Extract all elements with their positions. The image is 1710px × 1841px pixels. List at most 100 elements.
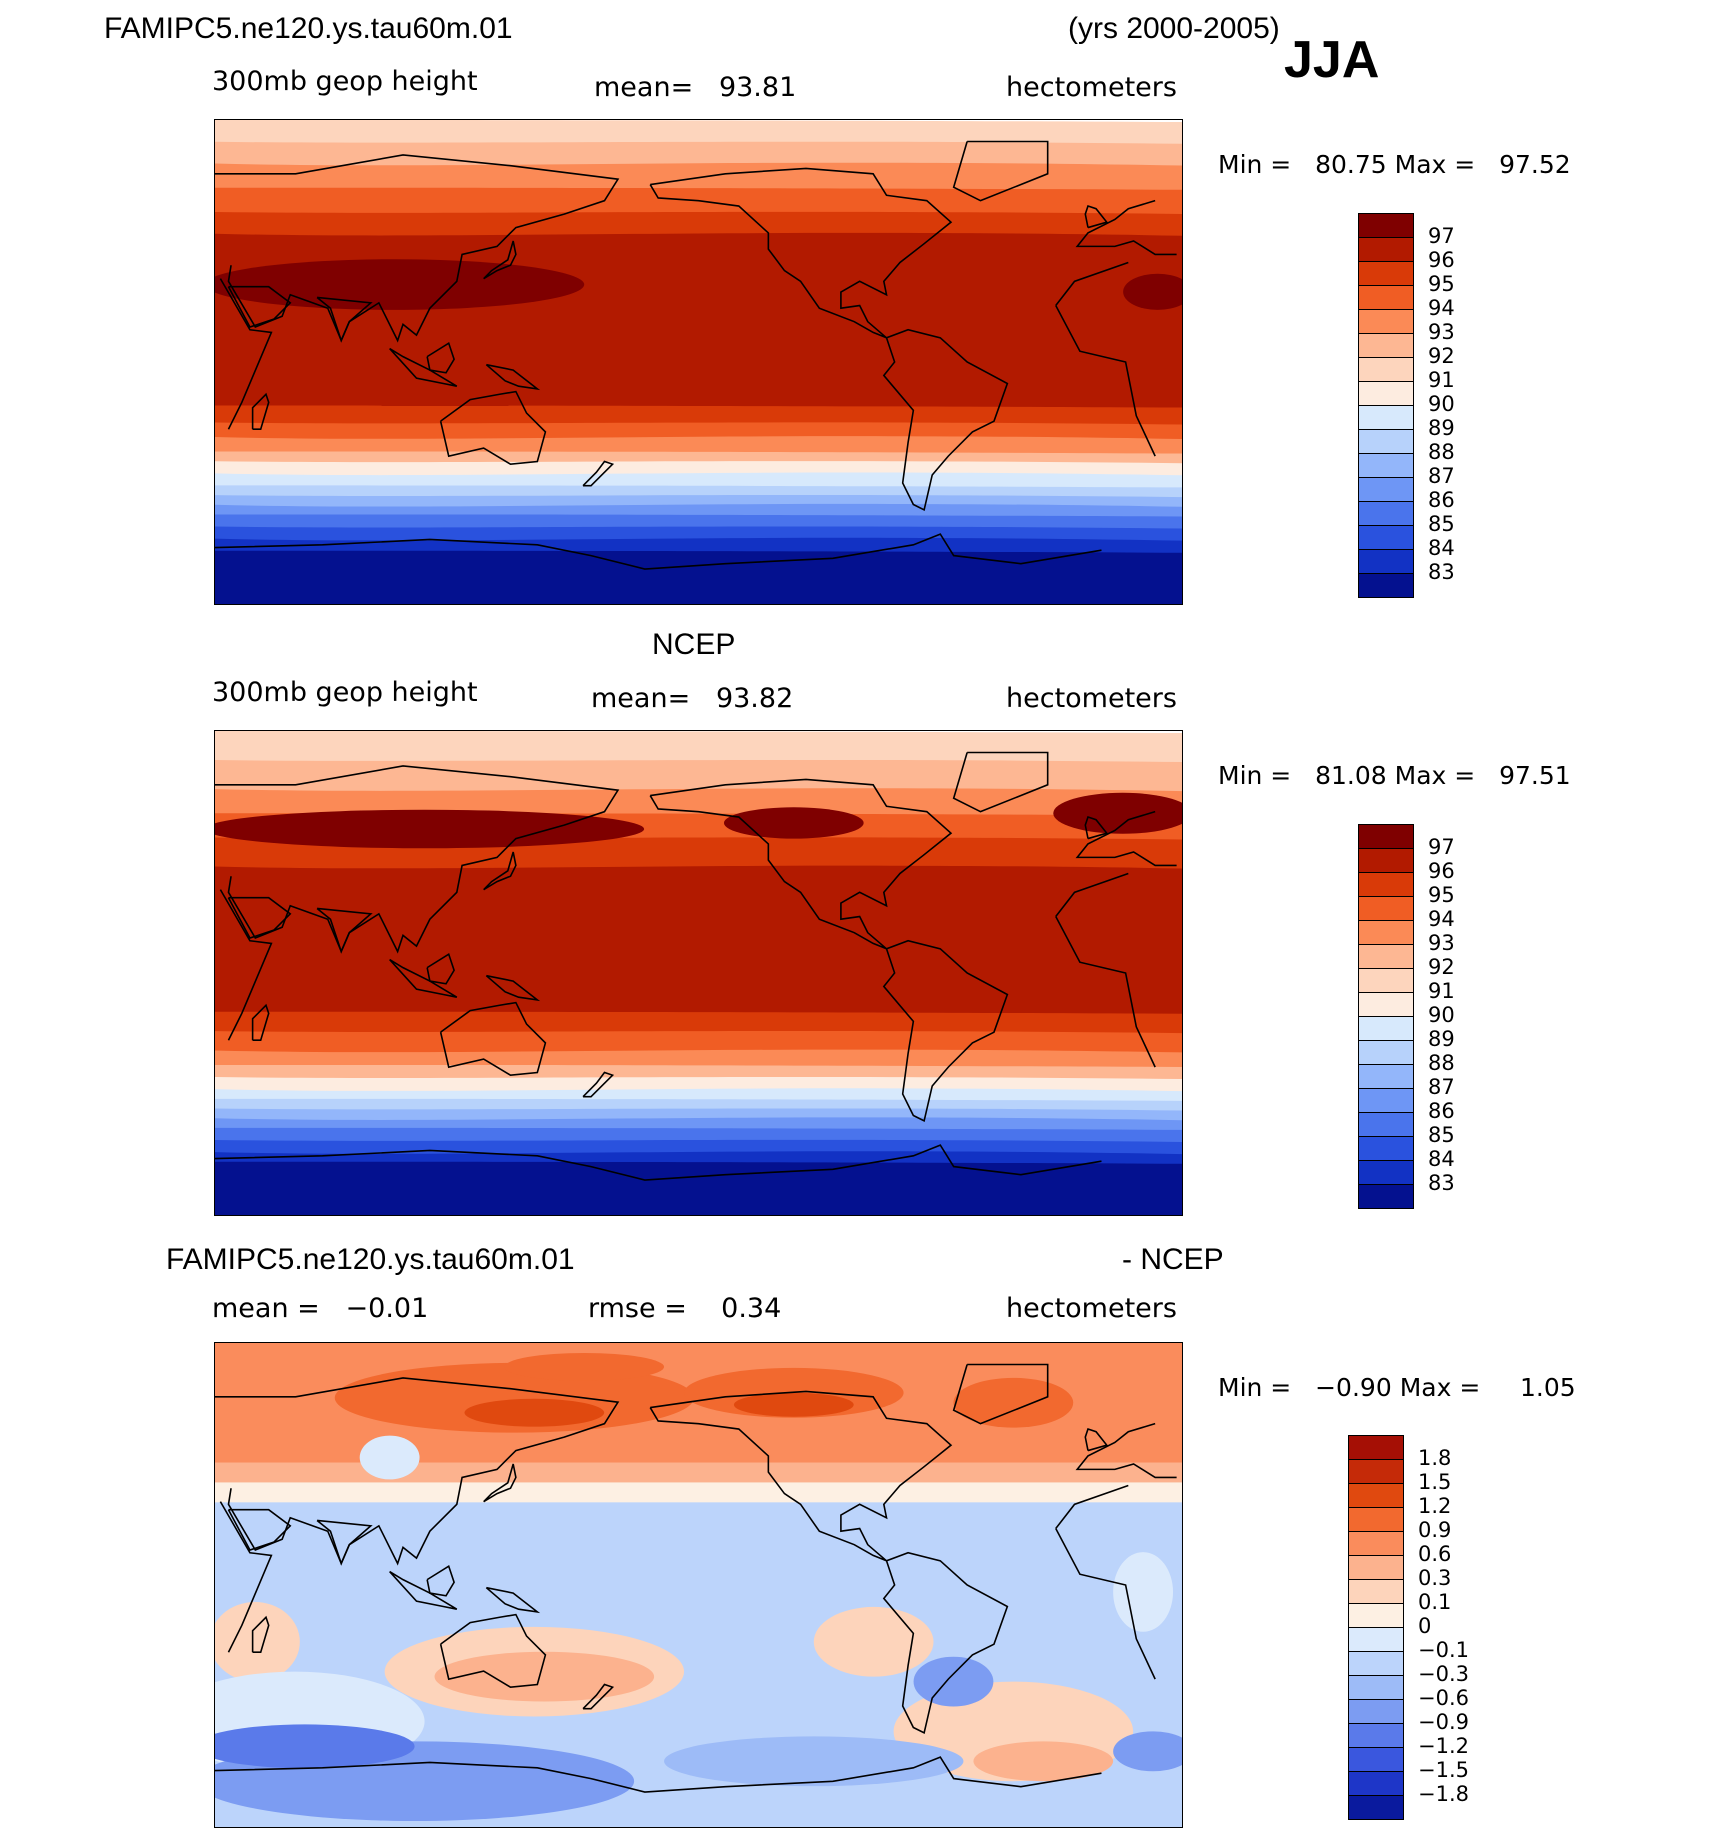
colorbar-level-label: −0.9	[1418, 1710, 1469, 1734]
panel3-max-value: 1.05	[1520, 1373, 1576, 1402]
panel1-max-value: 97.52	[1499, 150, 1571, 179]
colorbar-level-label: 1.8	[1418, 1446, 1452, 1470]
colorbar-swatch	[1358, 1112, 1414, 1137]
coastline	[215, 1756, 1102, 1793]
colorbar-swatch	[1358, 285, 1414, 310]
coastline	[219, 261, 1156, 457]
coastline	[649, 167, 953, 339]
coastline	[483, 1463, 517, 1503]
coastline	[215, 765, 1177, 954]
colorbar-swatch	[1358, 477, 1414, 502]
coastline	[389, 1570, 458, 1610]
colorbar-level-label: −1.8	[1418, 1782, 1469, 1806]
colorbar-level-label: 85	[1428, 512, 1455, 536]
coastline	[227, 896, 292, 940]
coastline	[316, 296, 373, 343]
colorbar-swatch	[1348, 1651, 1404, 1676]
coastline	[215, 1377, 1177, 1566]
coastline	[389, 347, 458, 387]
colorbar-level-label: 83	[1428, 1171, 1455, 1195]
diff-anomaly	[1113, 1731, 1182, 1772]
colorbar-level-label: 84	[1428, 1147, 1455, 1171]
panel3-units: hectometers	[1006, 1293, 1177, 1324]
field-band	[215, 187, 1182, 216]
years-label: (yrs 2000-2005)	[1068, 12, 1280, 45]
colorbar-level-label: 87	[1428, 464, 1455, 488]
panel2-variable: 300mb geop height	[212, 677, 478, 708]
panel1-mean: mean= 93.81	[594, 72, 796, 103]
coastline	[227, 285, 292, 329]
panel1-minmax: Min = 80.75 Max = 97.52	[1218, 150, 1571, 179]
colorbar-swatch	[1358, 237, 1414, 262]
colorbar-level-label: 91	[1428, 979, 1455, 1003]
colorbar-level-label: 1.5	[1418, 1470, 1452, 1494]
diff-anomaly	[504, 1352, 665, 1381]
colorbar-swatch	[1358, 1088, 1414, 1113]
colorbar-swatch	[1358, 1016, 1414, 1041]
colorbar-swatch	[1348, 1675, 1404, 1700]
colorbar-level-label: −0.6	[1418, 1686, 1469, 1710]
coastline	[952, 1363, 1049, 1425]
panel3-max-label: Max =	[1399, 1373, 1481, 1402]
colorbar-swatch	[1358, 1136, 1414, 1161]
coastline	[439, 1001, 547, 1076]
colorbar-swatch	[1358, 525, 1414, 550]
panel3-title: FAMIPC5.ne120.ys.tau60m.01	[166, 1243, 575, 1276]
field-band	[215, 472, 1182, 490]
coastlines	[215, 140, 1177, 570]
colorbar-swatch	[1348, 1771, 1404, 1796]
colorbar-swatch	[1358, 1160, 1414, 1185]
colorbar-swatch	[1358, 573, 1414, 598]
colorbar-level-label: −0.1	[1418, 1638, 1469, 1662]
diff-anomaly	[215, 1482, 1182, 1503]
panel1-units: hectometers	[1006, 72, 1177, 103]
colorbar-swatch	[1358, 429, 1414, 454]
panel2-max-value: 97.51	[1499, 761, 1571, 790]
peak-region	[723, 807, 864, 839]
season-label: JJA	[1284, 31, 1380, 89]
colorbar-level-label: 89	[1428, 1027, 1455, 1051]
diff-anomaly	[215, 1724, 415, 1769]
colorbar-swatch	[1348, 1459, 1404, 1484]
colorbar-swatch	[1348, 1435, 1404, 1460]
colorbar-swatch	[1358, 968, 1414, 993]
panel3-mean: mean = −0.01	[212, 1293, 428, 1324]
panel3-rmse-value: 0.34	[721, 1293, 782, 1324]
colorbar-level-label: 86	[1428, 488, 1455, 512]
colorbar-swatch	[1358, 872, 1414, 897]
coastline	[316, 1519, 373, 1566]
coastline	[582, 1683, 615, 1710]
coastline	[426, 1564, 455, 1597]
coastline	[215, 154, 1177, 343]
colorbar-swatch	[1348, 1795, 1404, 1820]
colorbar-level-label: 97	[1428, 835, 1455, 859]
colorbar-level-label: 93	[1428, 320, 1455, 344]
colorbar-swatch	[1358, 309, 1414, 334]
colorbar-swatch	[1348, 1483, 1404, 1508]
field-band	[215, 1049, 1182, 1069]
colorbar-level-label: 0.9	[1418, 1518, 1452, 1542]
colorbar-level-label: 89	[1428, 416, 1455, 440]
coastline	[882, 328, 1009, 512]
colorbar-level-label: 0	[1418, 1614, 1432, 1638]
field-band	[215, 1011, 1182, 1036]
field-band	[215, 120, 1182, 146]
coastline	[439, 1613, 547, 1688]
panel1-map-svg	[215, 120, 1182, 604]
colorbar-swatch	[1358, 824, 1414, 849]
panel1-min-value: 80.75	[1315, 150, 1387, 179]
case-title: FAMIPC5.ne120.ys.tau60m.01	[104, 12, 513, 45]
panel1-min-label: Min =	[1218, 150, 1292, 179]
coastline	[485, 974, 541, 1002]
coastline	[316, 907, 373, 954]
diff-anomaly	[434, 1651, 655, 1702]
panel3-title-suffix: - NCEP	[1122, 1243, 1224, 1276]
colorbar-swatch	[1348, 1507, 1404, 1532]
field-band	[215, 550, 1182, 604]
field-bands	[215, 120, 1182, 604]
colorbar-level-label: 83	[1428, 560, 1455, 584]
colorbar-level-label: 94	[1428, 907, 1455, 931]
colorbar-level-label: 94	[1428, 296, 1455, 320]
panel2-map	[214, 730, 1183, 1216]
coastline	[882, 1551, 1009, 1735]
